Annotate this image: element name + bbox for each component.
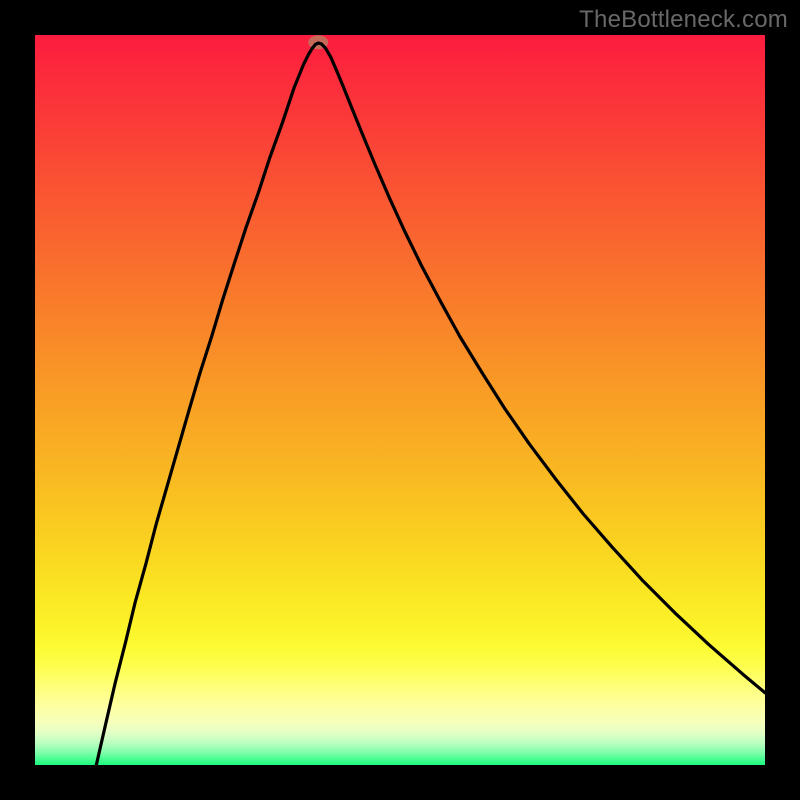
- chart-svg: [35, 35, 765, 765]
- chart-frame: TheBottleneck.com: [0, 0, 800, 800]
- plot-area: [35, 35, 765, 765]
- gradient-background: [35, 35, 765, 765]
- watermark-label: TheBottleneck.com: [579, 6, 788, 34]
